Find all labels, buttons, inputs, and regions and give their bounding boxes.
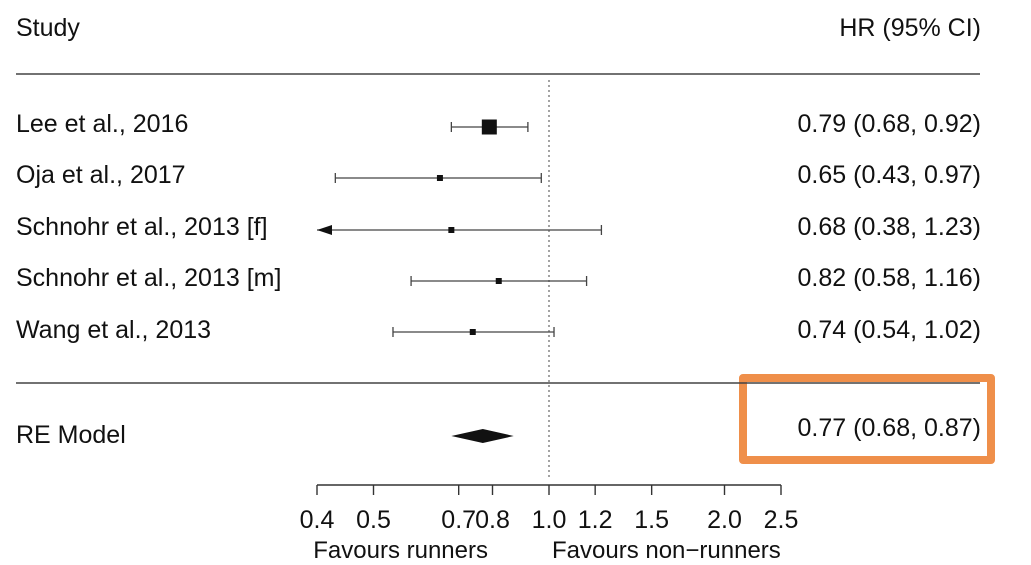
study-name-wang: Wang et al., 2013	[16, 316, 212, 344]
point-estimate	[495, 278, 502, 284]
point-estimate	[481, 119, 497, 135]
summary-estimate: 0.77 (0.68, 0.87)	[797, 414, 981, 442]
estimate-column-header: HR (95% CI)	[839, 14, 981, 42]
favours-non-runners-caption: Favours non−runners	[552, 537, 781, 564]
point-estimate	[448, 227, 455, 233]
x-tick-label: 2.5	[764, 506, 799, 534]
x-tick-label: 0.4	[300, 506, 335, 534]
x-tick-label: 1.0	[532, 506, 567, 534]
study-name-oja: Oja et al., 2017	[16, 161, 186, 189]
x-tick-label: 0.5	[356, 506, 391, 534]
study-name-lee: Lee et al., 2016	[16, 110, 189, 138]
summary-model-name: RE Model	[16, 421, 126, 449]
ci-arrow-left	[317, 225, 332, 235]
study-estimate-lee: 0.79 (0.68, 0.92)	[797, 110, 981, 138]
favours-runners-caption: Favours runners	[313, 537, 488, 564]
study-column-header: Study	[16, 14, 80, 42]
point-estimate	[469, 329, 476, 335]
point-estimate	[436, 175, 443, 181]
x-tick-label: 1.5	[634, 506, 669, 534]
study-estimate-schnohr-f: 0.68 (0.38, 1.23)	[797, 213, 981, 241]
x-tick-label: 0.7	[441, 506, 476, 534]
summary-highlight-box	[739, 374, 995, 464]
study-estimate-wang: 0.74 (0.54, 1.02)	[797, 316, 981, 344]
x-tick-label: 2.0	[707, 506, 742, 534]
study-estimate-oja: 0.65 (0.43, 0.97)	[797, 161, 981, 189]
x-tick-label: 0.8	[475, 506, 510, 534]
study-name-schnohr-m: Schnohr et al., 2013 [m]	[16, 264, 282, 292]
x-tick-label: 1.2	[578, 506, 613, 534]
study-name-schnohr-f: Schnohr et al., 2013 [f]	[16, 213, 268, 241]
study-estimate-schnohr-m: 0.82 (0.58, 1.16)	[797, 264, 981, 292]
summary-diamond	[451, 429, 514, 443]
